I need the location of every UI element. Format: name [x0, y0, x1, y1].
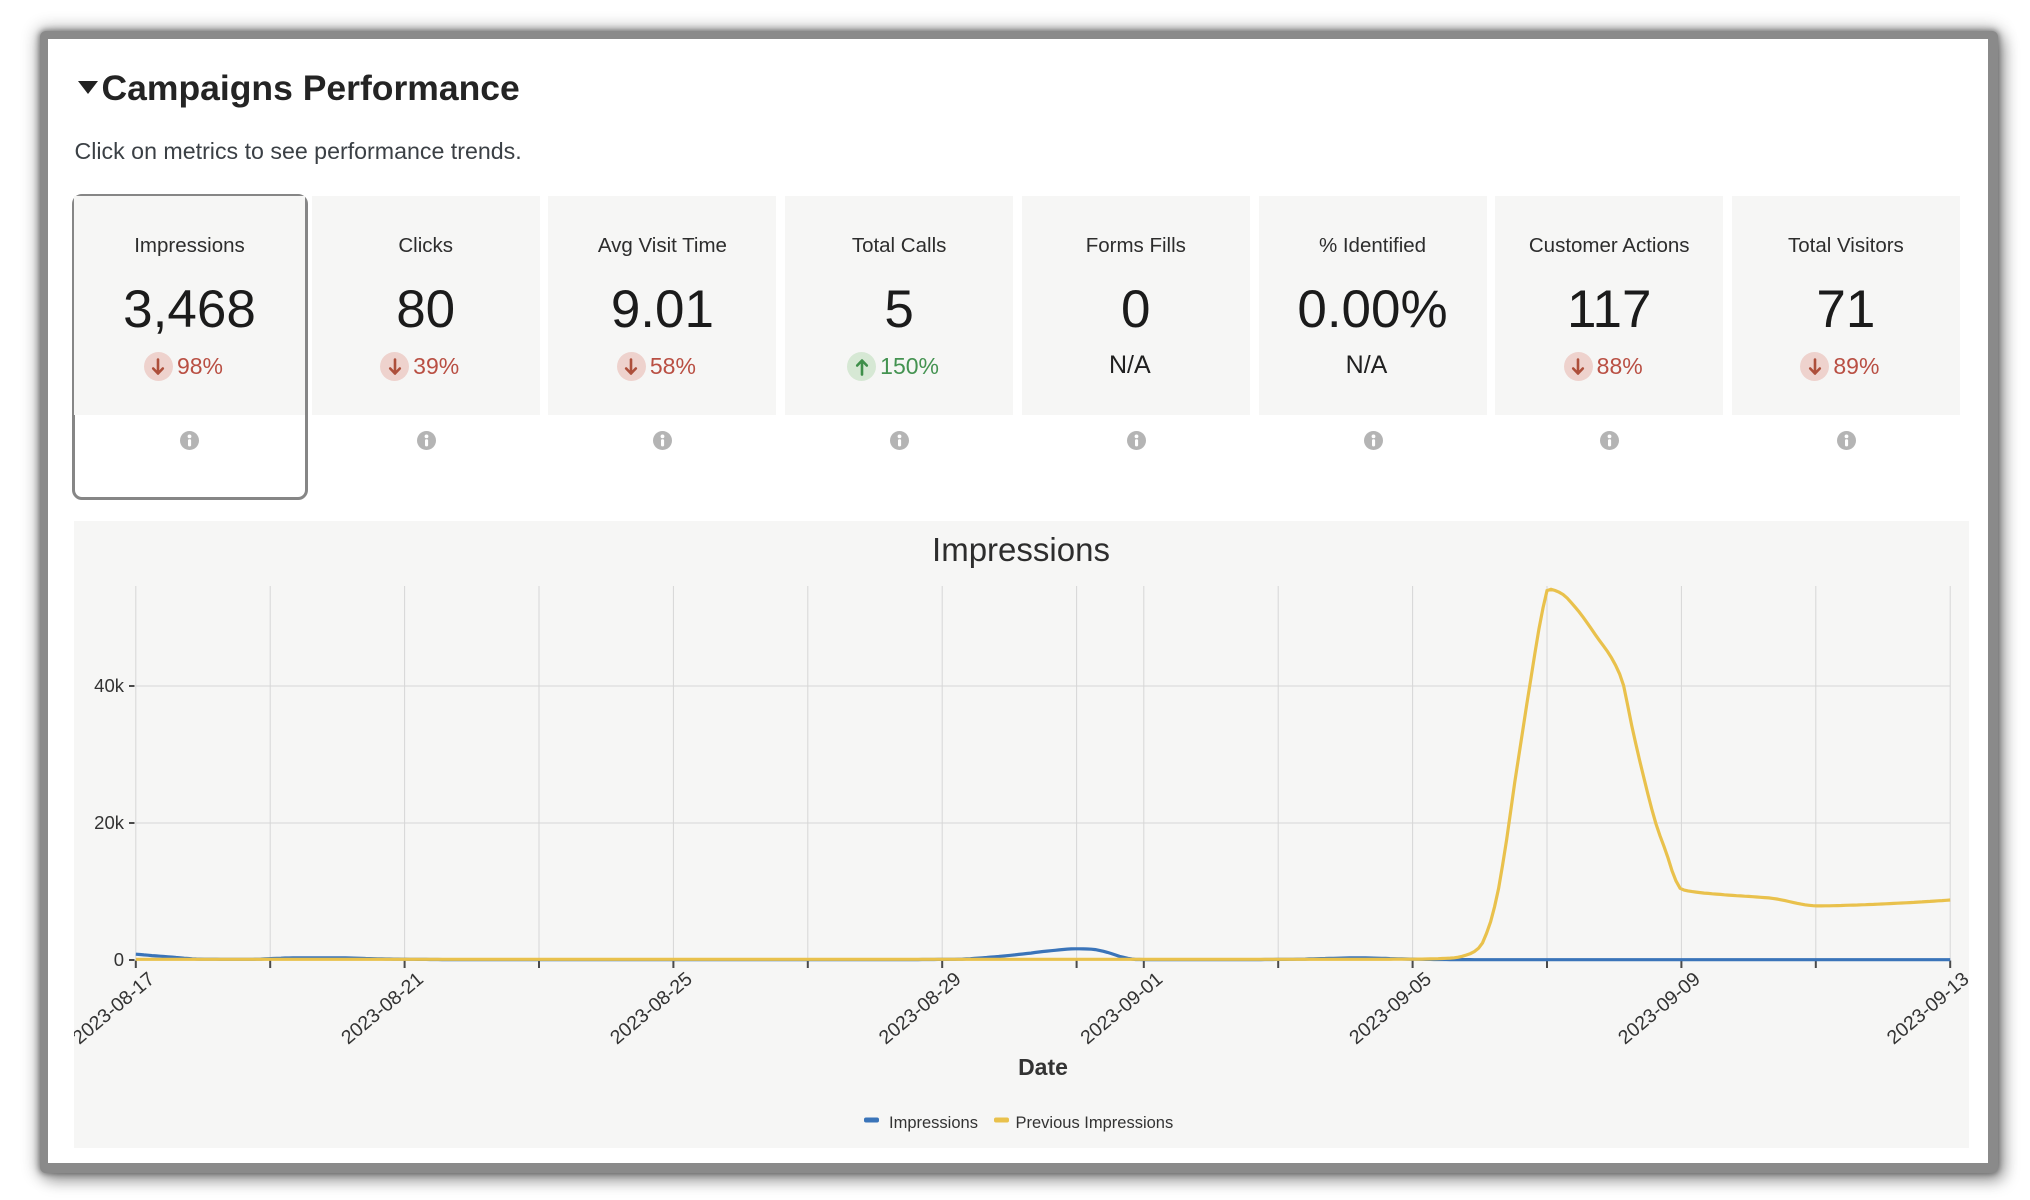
svg-text:2023-08-25: 2023-08-25: [606, 968, 697, 1049]
svg-text:2023-08-29: 2023-08-29: [875, 968, 966, 1049]
svg-text:20k: 20k: [94, 812, 125, 833]
svg-text:2023-08-21: 2023-08-21: [337, 968, 428, 1049]
svg-text:Impressions: Impressions: [889, 1114, 978, 1132]
svg-text:2023-09-09: 2023-09-09: [1614, 968, 1705, 1049]
svg-text:0: 0: [114, 949, 124, 970]
svg-text:40k: 40k: [94, 675, 125, 696]
svg-text:Impressions: Impressions: [932, 531, 1110, 568]
svg-text:Previous Impressions: Previous Impressions: [1016, 1114, 1174, 1132]
svg-text:2023-09-13: 2023-09-13: [1883, 968, 1969, 1049]
svg-text:2023-08-17: 2023-08-17: [74, 968, 159, 1049]
svg-text:2023-09-01: 2023-09-01: [1076, 968, 1167, 1049]
svg-text:2023-09-05: 2023-09-05: [1345, 968, 1436, 1049]
svg-text:Date: Date: [1018, 1054, 1068, 1080]
